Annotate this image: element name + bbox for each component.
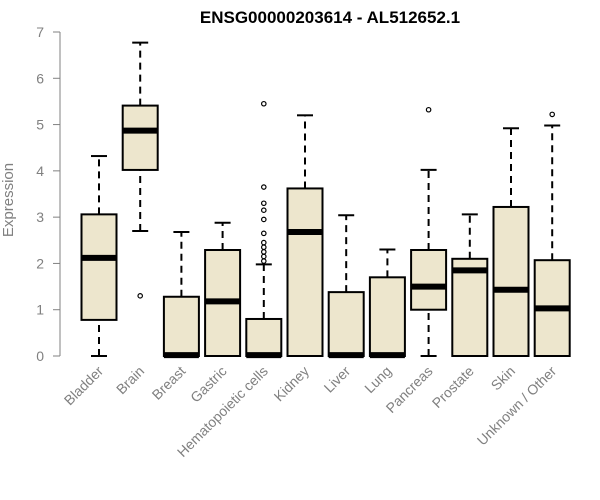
x-tick-label: Kidney [271,363,313,405]
x-tick-label: Brain [113,363,147,397]
box-11 [533,111,571,357]
x-tick-label: Lung [361,363,394,396]
outlier-point [260,253,267,260]
y-tick-label: 4 [36,163,44,179]
iqr-box [410,249,448,311]
outlier-point [260,230,267,237]
chart-title: ENSG00000203614 - AL512652.1 [200,8,460,27]
iqr-box [327,291,365,357]
outlier-point [260,200,267,207]
outlier-point [260,216,267,223]
box-4 [245,100,283,359]
y-tick-label: 2 [36,255,44,271]
iqr-box [368,276,406,358]
iqr-box [80,213,118,321]
outlier-point [260,258,267,264]
outlier-point [260,100,267,107]
box-1 [121,41,159,299]
iqr-box [451,257,489,357]
y-tick-label: 7 [36,24,44,40]
iqr-box [121,104,159,171]
iqr-box [245,317,283,358]
iqr-box [492,205,530,357]
iqr-box [162,295,200,357]
outlier-point [549,111,556,118]
y-tick-label: 0 [36,348,44,364]
box-10 [492,127,530,357]
y-axis-title: Expression [0,163,17,237]
y-axis: 0 1 2 3 4 5 6 7 [36,24,61,364]
box-9 [451,213,489,357]
outlier-point [260,239,267,246]
y-tick-label: 1 [36,302,44,318]
box-5 [286,114,324,357]
x-tick-label: Liver [321,363,354,396]
box-3 [204,221,242,357]
box-2 [162,230,200,359]
box-7 [368,248,406,359]
x-tick-label: Breast [149,363,189,403]
y-tick-label: 3 [36,209,44,225]
box-8 [410,106,448,357]
outlier-point [260,207,267,214]
y-tick-label: 6 [36,70,44,86]
box-6 [327,214,365,359]
x-tick-label: Bladder [61,363,107,409]
outlier-point [260,184,267,190]
y-tick-label: 5 [36,117,44,133]
outlier-point [137,293,144,299]
outlier-point [260,249,267,255]
box-0 [80,155,118,357]
outlier-point [260,244,267,251]
boxes-group [80,41,571,359]
x-tick-label: Prostate [429,363,477,411]
x-tick-label: Skin [488,363,519,394]
iqr-box [286,187,324,357]
outlier-point [425,106,432,113]
